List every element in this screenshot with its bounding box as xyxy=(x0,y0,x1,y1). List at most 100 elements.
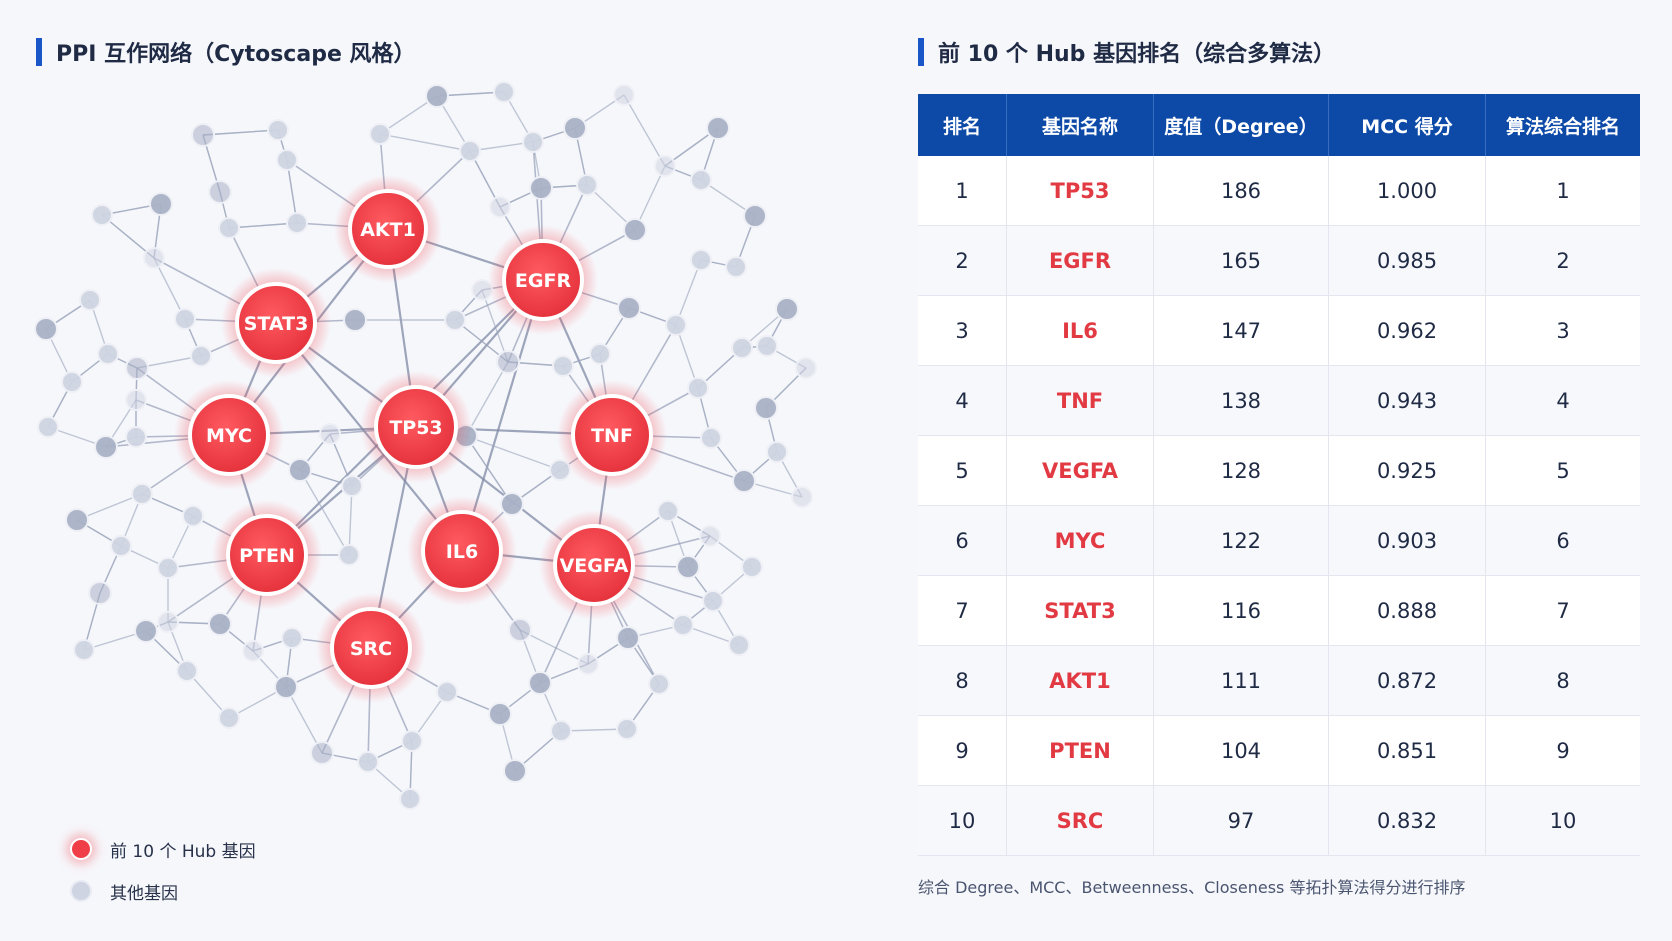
table-title-text: 前 10 个 Hub 基因排名（综合多算法） xyxy=(938,42,1336,67)
cell-overall-rank: 6 xyxy=(1485,505,1640,576)
cell-gene-name: AKT1 xyxy=(1006,645,1154,716)
gene-node xyxy=(176,660,198,682)
network-title-text: PPI 互作网络（Cytoscape 风格） xyxy=(56,42,416,67)
gene-node xyxy=(110,535,132,557)
hub-node-circle xyxy=(330,607,412,689)
hub-node: VEGFA xyxy=(539,510,649,620)
network-edge xyxy=(379,133,471,152)
cell-degree: 104 xyxy=(1153,715,1329,786)
gene-node xyxy=(488,702,512,726)
gene-node xyxy=(576,174,598,196)
gene-node xyxy=(286,212,308,234)
gene-node xyxy=(267,119,289,141)
gene-node xyxy=(699,525,721,547)
gene-node xyxy=(134,619,158,643)
hub-node-label: TP53 xyxy=(389,417,442,439)
gene-node xyxy=(401,730,423,752)
cell-mcc: 0.943 xyxy=(1328,365,1486,436)
header-rank: 排名 xyxy=(918,94,1007,156)
network-edge xyxy=(465,435,561,471)
cell-overall-rank: 9 xyxy=(1485,715,1640,786)
cell-gene-name: MYC xyxy=(1006,505,1154,576)
cell-overall-rank: 4 xyxy=(1485,365,1640,436)
gene-node xyxy=(791,486,813,508)
cell-degree: 97 xyxy=(1153,785,1329,856)
gene-node xyxy=(690,169,712,191)
gene-node xyxy=(218,707,240,729)
gene-node xyxy=(563,116,587,140)
hub-node: TNF xyxy=(557,380,667,490)
gene-node xyxy=(766,441,788,463)
cell-rank: 10 xyxy=(918,785,1007,856)
gene-node xyxy=(725,256,747,278)
network-edge xyxy=(623,94,666,167)
hub-node-circle xyxy=(374,385,458,469)
network-edge xyxy=(299,469,350,556)
hub-node-circle xyxy=(553,524,635,606)
cell-degree: 128 xyxy=(1153,435,1329,506)
gene-node xyxy=(310,741,334,765)
hub-node-label: EGFR xyxy=(515,270,572,292)
header-gene-name: 基因名称 xyxy=(1006,94,1154,156)
cell-gene-name: TP53 xyxy=(1006,156,1154,226)
gene-node xyxy=(500,492,524,516)
cell-gene-name: VEGFA xyxy=(1006,435,1154,506)
hub-node: PTEN xyxy=(212,500,322,610)
gene-node xyxy=(191,123,215,147)
cell-overall-rank: 10 xyxy=(1485,785,1640,856)
network-edge xyxy=(675,324,699,389)
gene-node xyxy=(369,123,391,145)
table-title: 前 10 个 Hub 基因排名（综合多算法） xyxy=(918,36,1335,68)
gene-node xyxy=(343,308,367,332)
gene-node xyxy=(288,458,312,482)
cell-degree: 165 xyxy=(1153,225,1329,296)
cell-mcc: 0.832 xyxy=(1328,785,1486,856)
gene-node xyxy=(357,751,379,773)
gene-node xyxy=(125,389,147,411)
cell-degree: 186 xyxy=(1153,156,1329,226)
cell-degree: 138 xyxy=(1153,365,1329,436)
hub-node: AKT1 xyxy=(334,175,442,283)
gene-node xyxy=(208,612,232,636)
gene-node xyxy=(143,247,165,269)
cell-gene-name: TNF xyxy=(1006,365,1154,436)
table-row: 8 AKT1 111 0.872 8 xyxy=(918,645,1640,716)
cell-mcc: 0.925 xyxy=(1328,435,1486,506)
hub-node-circle xyxy=(188,394,270,476)
gene-node xyxy=(65,508,89,532)
table-row: 6 MYC 122 0.903 6 xyxy=(918,505,1640,576)
table-row: 1 TP53 186 1.000 1 xyxy=(918,156,1640,226)
gene-node xyxy=(157,557,179,579)
network-edge xyxy=(465,435,513,505)
gene-node xyxy=(34,317,58,341)
gene-node xyxy=(281,627,303,649)
title-accent-bar xyxy=(918,38,924,66)
hub-node: MYC xyxy=(174,380,284,490)
gene-node xyxy=(775,297,799,321)
network-legend: 前 10 个 Hub 基因 其他基因 xyxy=(70,828,256,912)
cell-gene-name: PTEN xyxy=(1006,715,1154,786)
cell-overall-rank: 3 xyxy=(1485,295,1640,366)
cell-rank: 4 xyxy=(918,365,1007,436)
cell-degree: 111 xyxy=(1153,645,1329,716)
gene-node xyxy=(648,673,670,695)
gene-node xyxy=(508,618,532,642)
gene-node xyxy=(616,626,640,650)
header-overall-rank: 算法综合排名 xyxy=(1485,94,1640,156)
cell-degree: 147 xyxy=(1153,295,1329,366)
gene-node xyxy=(493,81,515,103)
hub-node: SRC xyxy=(316,593,426,703)
network-edge xyxy=(153,257,186,320)
gene-node xyxy=(242,640,264,662)
gene-node xyxy=(94,435,118,459)
cell-rank: 2 xyxy=(918,225,1007,296)
hub-node: IL6 xyxy=(407,496,517,606)
gene-node xyxy=(687,377,709,399)
hub-node-circle xyxy=(571,394,653,476)
gene-node xyxy=(319,423,341,445)
cell-rank: 7 xyxy=(918,575,1007,646)
gene-node xyxy=(550,720,572,742)
table-row: 10 SRC 97 0.832 10 xyxy=(918,785,1640,856)
gene-node xyxy=(88,581,112,605)
cell-mcc: 1.000 xyxy=(1328,156,1486,226)
